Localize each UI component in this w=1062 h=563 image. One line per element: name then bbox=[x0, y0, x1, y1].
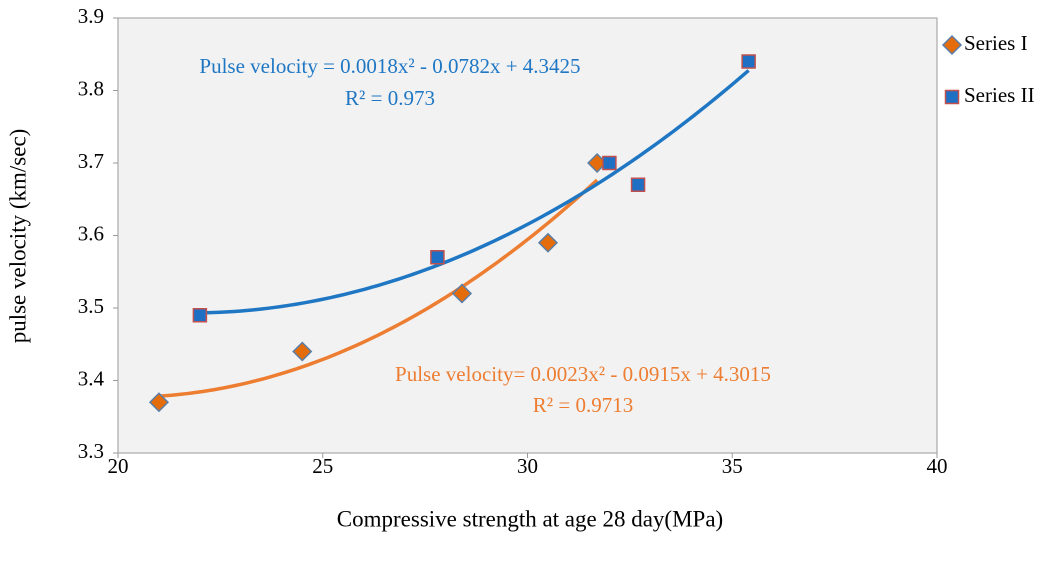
point bbox=[148, 392, 170, 413]
point bbox=[192, 308, 208, 323]
annotation: R² = 0.9713 bbox=[533, 393, 633, 417]
trendline bbox=[199, 69, 750, 315]
point bbox=[537, 232, 559, 253]
y-tick-label: 3.7 bbox=[78, 149, 104, 173]
point bbox=[602, 155, 617, 171]
point bbox=[630, 177, 646, 192]
annotation: R² = 0.973 bbox=[345, 86, 435, 110]
annotation: Pulse velocity= 0.0023x² - 0.0915x + 4.3… bbox=[395, 362, 771, 386]
y-tick-label: 3.3 bbox=[78, 439, 104, 463]
legend-label: Series II bbox=[964, 83, 1035, 107]
point bbox=[292, 341, 313, 362]
annotation: Pulse velocity = 0.0018x² - 0.0782x + 4.… bbox=[199, 54, 580, 78]
point bbox=[430, 250, 445, 265]
plot-area bbox=[117, 17, 938, 454]
trendline bbox=[158, 178, 599, 398]
x-tick-label: 20 bbox=[108, 454, 129, 478]
y-tick-label: 3.5 bbox=[78, 294, 104, 318]
x-tick-label: 30 bbox=[517, 454, 538, 478]
y-tick-label: 3.9 bbox=[78, 4, 104, 28]
point bbox=[741, 54, 756, 69]
point bbox=[451, 283, 473, 304]
y-tick-label: 3.8 bbox=[78, 76, 104, 100]
x-axis-title: Compressive strength at age 28 day(MPa) bbox=[337, 506, 723, 531]
y-tick-label: 3.4 bbox=[78, 366, 105, 390]
legend-label: Series I bbox=[964, 31, 1028, 55]
x-tick-label: 25 bbox=[312, 454, 333, 478]
legend-marker bbox=[941, 34, 963, 56]
y-tick-label: 3.6 bbox=[78, 221, 104, 245]
x-tick-label: 35 bbox=[722, 454, 743, 478]
x-tick-label: 40 bbox=[927, 454, 948, 478]
y-axis-title: pulse velocity (km/sec) bbox=[5, 129, 30, 344]
legend-marker bbox=[944, 89, 960, 105]
